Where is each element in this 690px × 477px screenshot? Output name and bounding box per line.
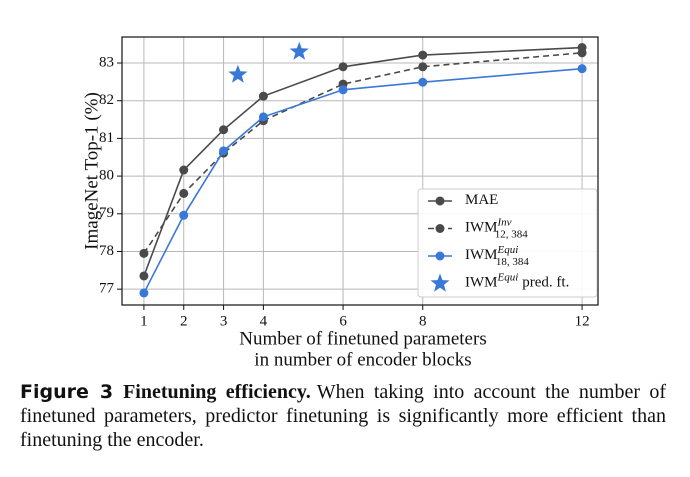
legend-name: MAE xyxy=(465,192,498,208)
star-marker xyxy=(289,41,309,60)
point xyxy=(258,112,268,122)
legend-name: IWM xyxy=(465,247,498,263)
point xyxy=(219,125,229,135)
x-tick-label: 1 xyxy=(140,313,148,329)
point xyxy=(179,165,189,175)
legend-sup: Inv xyxy=(497,216,512,228)
x-tick-label: 2 xyxy=(180,313,188,329)
caption: Figure 3 Finetuning efficiency. When takin… xyxy=(20,380,666,452)
chart: ImageNet Top-1 (%) Number of finetuned p… xyxy=(81,36,599,370)
legend-name: IWM xyxy=(465,220,498,236)
legend-sup: Equi xyxy=(497,244,519,256)
y-axis-label: ImageNet Top-1 (%) xyxy=(81,92,102,250)
point xyxy=(139,248,149,258)
point xyxy=(179,188,189,198)
legend-suffix: pred. ft. xyxy=(522,275,569,291)
x-axis-label: Number of finetuned parameters xyxy=(239,328,486,349)
y-tick-label: 80 xyxy=(99,168,114,184)
caption-label: Figure 3 xyxy=(20,381,114,403)
y-tick-label: 83 xyxy=(99,54,114,70)
caption-body: When taking into account the number of f… xyxy=(20,381,667,451)
y-tick-label: 77 xyxy=(99,281,115,297)
point xyxy=(219,146,229,156)
x-axis-label: in number of encoder blocks xyxy=(254,349,471,370)
point xyxy=(418,62,428,72)
legend-marker xyxy=(435,196,445,206)
point xyxy=(139,288,149,298)
point xyxy=(577,64,587,74)
y-tick-label: 82 xyxy=(99,92,114,108)
x-tick-label: 3 xyxy=(220,313,228,329)
x-tick-label: 12 xyxy=(575,313,590,329)
legend-box xyxy=(417,188,598,298)
legend-label: MAE xyxy=(465,192,498,208)
point xyxy=(418,50,428,60)
legend-marker xyxy=(435,224,445,233)
x-tick-label: 8 xyxy=(419,313,427,329)
caption-heading: Finetuning efficiency. xyxy=(123,381,311,403)
y-tick-label: 81 xyxy=(99,130,114,146)
legend-marker xyxy=(435,251,445,261)
point xyxy=(577,48,587,58)
point xyxy=(338,85,348,95)
legend-name: IWM xyxy=(465,275,498,291)
legend-sub: 18, 384 xyxy=(496,256,529,268)
x-tick-label: 6 xyxy=(339,313,347,329)
legend-label: IWMInv 12, 384 xyxy=(465,216,528,240)
y-tick-label: 79 xyxy=(99,205,114,221)
point xyxy=(338,62,348,72)
point xyxy=(179,210,189,220)
legend-sub: 12, 384 xyxy=(495,228,529,240)
plot-frame xyxy=(121,36,599,306)
legend-label: IWMEqui 18, 384 xyxy=(465,244,529,268)
legend-label: IWMEqui pred. ft. xyxy=(465,271,569,291)
legend-sup: Equi xyxy=(497,271,519,283)
point xyxy=(418,77,428,87)
point xyxy=(258,91,268,101)
x-tick-label: 4 xyxy=(260,313,268,329)
star-marker xyxy=(228,64,248,83)
point xyxy=(139,271,149,281)
y-tick-label: 78 xyxy=(99,243,114,259)
legend-marker xyxy=(430,273,450,292)
